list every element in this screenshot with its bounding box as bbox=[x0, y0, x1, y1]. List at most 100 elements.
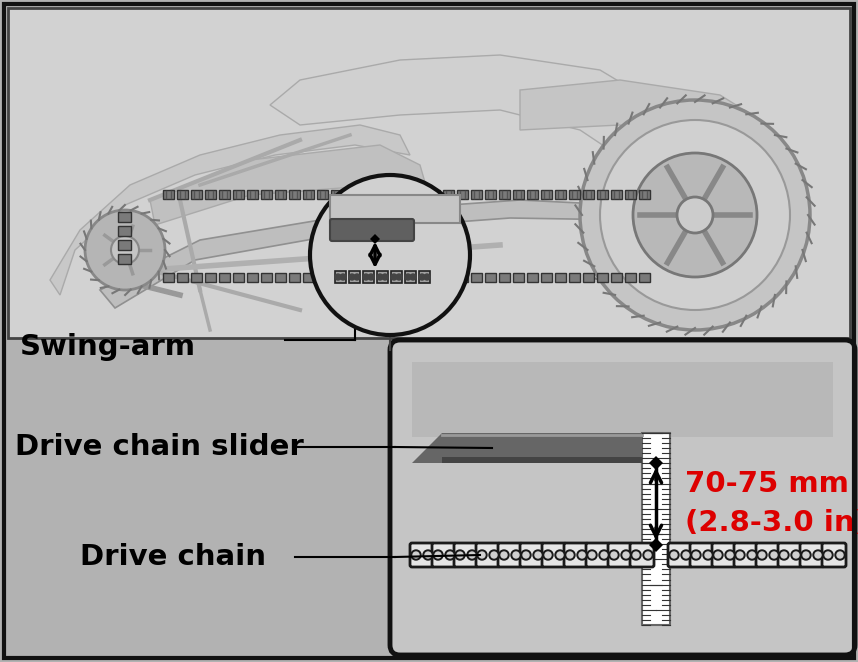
Circle shape bbox=[447, 552, 453, 558]
Bar bbox=[642, 433, 670, 625]
Bar bbox=[625, 273, 636, 282]
Bar bbox=[118, 240, 131, 250]
Bar bbox=[387, 273, 398, 282]
Text: 70-75 mm
(2.8-3.0 in): 70-75 mm (2.8-3.0 in) bbox=[685, 470, 858, 537]
Bar bbox=[331, 273, 342, 282]
Circle shape bbox=[683, 552, 689, 558]
Circle shape bbox=[621, 550, 631, 560]
Polygon shape bbox=[649, 456, 663, 470]
Bar bbox=[233, 190, 244, 199]
Bar bbox=[625, 190, 636, 199]
Circle shape bbox=[801, 550, 811, 560]
Circle shape bbox=[545, 552, 551, 558]
Bar bbox=[499, 273, 510, 282]
Circle shape bbox=[310, 175, 470, 335]
Circle shape bbox=[815, 552, 821, 558]
Bar bbox=[429, 273, 440, 282]
Bar bbox=[349, 271, 360, 283]
Circle shape bbox=[781, 552, 787, 558]
Circle shape bbox=[600, 120, 790, 310]
Bar bbox=[527, 273, 538, 282]
Bar bbox=[457, 190, 468, 199]
FancyBboxPatch shape bbox=[822, 543, 846, 567]
Circle shape bbox=[489, 550, 499, 560]
Circle shape bbox=[511, 550, 521, 560]
Bar bbox=[639, 190, 650, 199]
Circle shape bbox=[677, 197, 713, 233]
Text: Drive chain slider: Drive chain slider bbox=[15, 433, 304, 461]
FancyBboxPatch shape bbox=[668, 543, 692, 567]
Circle shape bbox=[609, 550, 619, 560]
Bar bbox=[541, 273, 552, 282]
Bar bbox=[177, 190, 188, 199]
Bar bbox=[597, 273, 608, 282]
Bar bbox=[541, 190, 552, 199]
Circle shape bbox=[747, 550, 757, 560]
Circle shape bbox=[499, 550, 509, 560]
Circle shape bbox=[793, 552, 799, 558]
Bar bbox=[471, 273, 482, 282]
Circle shape bbox=[825, 552, 831, 558]
Polygon shape bbox=[100, 200, 630, 308]
Circle shape bbox=[445, 550, 455, 560]
Circle shape bbox=[645, 552, 651, 558]
Circle shape bbox=[396, 274, 402, 280]
Bar bbox=[289, 190, 300, 199]
Bar bbox=[303, 190, 314, 199]
FancyBboxPatch shape bbox=[564, 543, 588, 567]
Bar bbox=[485, 190, 496, 199]
Circle shape bbox=[479, 552, 485, 558]
Bar bbox=[191, 190, 202, 199]
Bar bbox=[373, 273, 384, 282]
Circle shape bbox=[85, 210, 165, 290]
Circle shape bbox=[565, 550, 575, 560]
Bar bbox=[359, 190, 370, 199]
Polygon shape bbox=[50, 125, 410, 295]
Bar bbox=[317, 273, 328, 282]
Circle shape bbox=[411, 550, 421, 560]
Circle shape bbox=[727, 552, 733, 558]
Bar bbox=[335, 271, 346, 283]
Circle shape bbox=[587, 550, 597, 560]
Bar bbox=[118, 212, 131, 222]
Bar bbox=[583, 190, 594, 199]
Circle shape bbox=[413, 552, 419, 558]
Bar bbox=[415, 190, 426, 199]
Circle shape bbox=[335, 274, 341, 280]
Circle shape bbox=[725, 550, 735, 560]
Bar bbox=[555, 190, 566, 199]
Circle shape bbox=[469, 552, 475, 558]
Bar bbox=[597, 190, 608, 199]
Circle shape bbox=[382, 274, 388, 280]
Bar bbox=[377, 271, 388, 283]
Circle shape bbox=[771, 552, 777, 558]
Circle shape bbox=[577, 550, 587, 560]
Bar bbox=[289, 273, 300, 282]
Bar bbox=[275, 273, 286, 282]
Bar bbox=[415, 273, 426, 282]
Bar bbox=[205, 190, 216, 199]
Circle shape bbox=[703, 550, 713, 560]
Bar bbox=[8, 8, 850, 338]
Bar bbox=[569, 273, 580, 282]
Bar bbox=[205, 273, 216, 282]
Circle shape bbox=[377, 274, 383, 280]
Bar bbox=[471, 190, 482, 199]
Circle shape bbox=[837, 552, 843, 558]
Circle shape bbox=[823, 550, 833, 560]
Circle shape bbox=[340, 274, 346, 280]
Bar bbox=[330, 195, 460, 223]
Circle shape bbox=[791, 550, 801, 560]
Circle shape bbox=[405, 274, 411, 280]
Polygon shape bbox=[370, 234, 380, 244]
Circle shape bbox=[633, 153, 757, 277]
FancyBboxPatch shape bbox=[756, 543, 780, 567]
Bar bbox=[373, 190, 384, 199]
Circle shape bbox=[757, 550, 767, 560]
Circle shape bbox=[643, 550, 653, 560]
Circle shape bbox=[455, 550, 465, 560]
Circle shape bbox=[363, 274, 369, 280]
Bar bbox=[275, 190, 286, 199]
Circle shape bbox=[705, 552, 711, 558]
FancyBboxPatch shape bbox=[630, 543, 654, 567]
